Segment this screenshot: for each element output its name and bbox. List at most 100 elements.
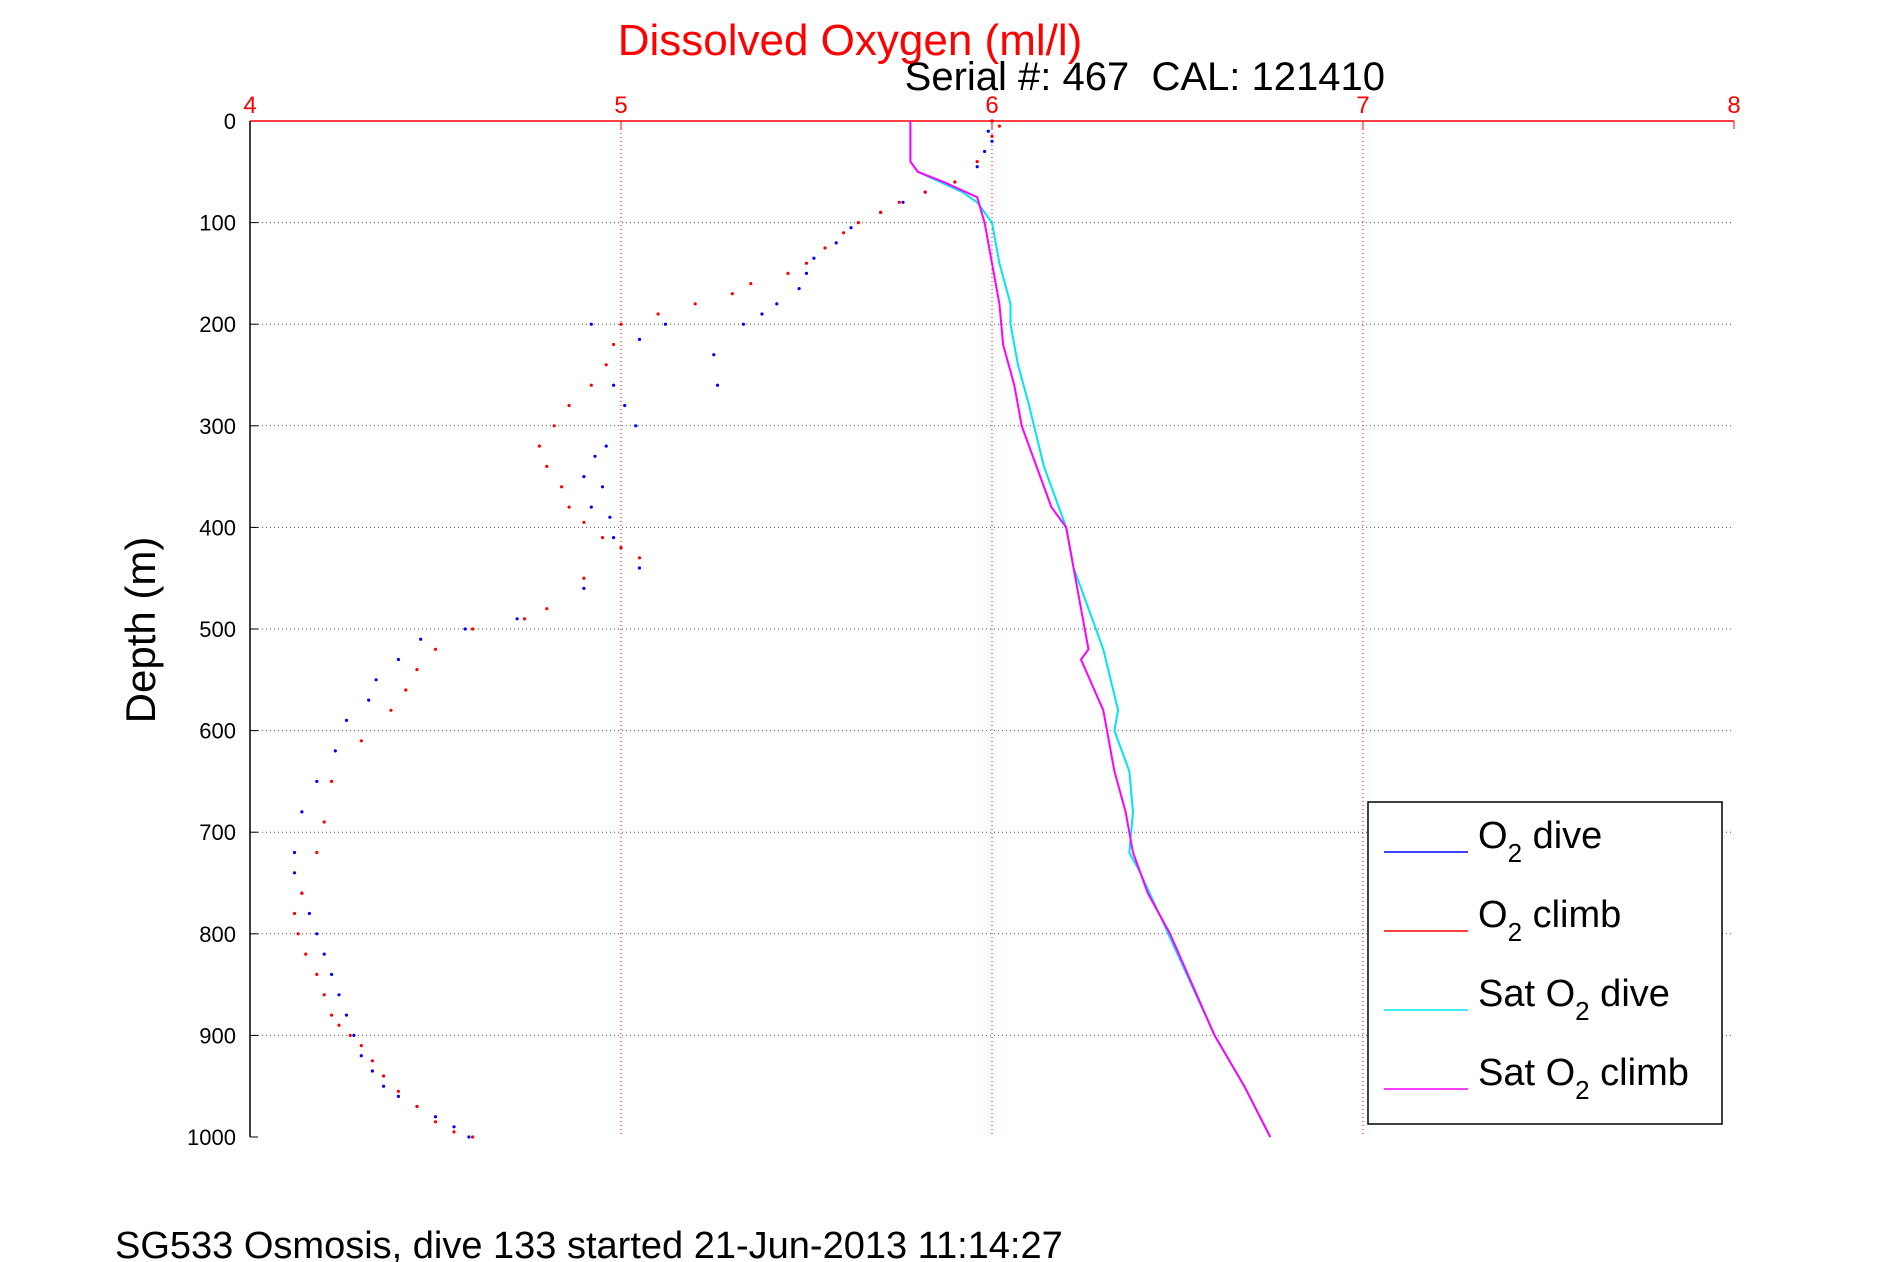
data-point	[367, 698, 371, 702]
footer-caption: SG533 Osmosis, dive 133 started 21-Jun-2…	[115, 1225, 1063, 1262]
data-point	[923, 190, 927, 194]
data-point	[382, 1084, 386, 1088]
legend-item: O2 climb	[1384, 894, 1621, 947]
data-point	[975, 165, 979, 169]
data-point	[370, 1069, 374, 1073]
data-point	[537, 444, 542, 448]
x-tick-label: 7	[1356, 92, 1369, 119]
data-point	[359, 739, 363, 743]
data-point	[315, 779, 319, 784]
x-tick-label: 4	[243, 92, 256, 119]
data-point	[637, 337, 642, 341]
data-point	[593, 454, 597, 458]
y-axis-label: Depth (m)	[117, 537, 164, 724]
data-point	[901, 200, 905, 204]
y-tick-label: 0	[224, 109, 236, 134]
data-point	[315, 972, 319, 977]
data-point	[404, 688, 408, 692]
legend-box	[1367, 801, 1723, 1125]
data-point	[292, 911, 297, 916]
data-point	[637, 566, 642, 570]
legend-label: O2 climb	[1478, 894, 1621, 947]
data-point	[463, 627, 467, 631]
data-point	[953, 180, 957, 184]
data-point	[560, 485, 564, 489]
legend-item: Sat O2 dive	[1384, 973, 1670, 1026]
y-tick-label: 500	[199, 617, 236, 642]
data-point	[897, 200, 901, 204]
data-point	[396, 1089, 400, 1093]
data-point	[775, 302, 779, 306]
data-point	[382, 1074, 386, 1078]
data-point	[396, 657, 400, 662]
data-point	[983, 149, 987, 154]
data-point	[471, 627, 475, 631]
data-point	[292, 850, 297, 855]
series-o2-climb	[292, 119, 1002, 1139]
data-point	[812, 256, 816, 260]
data-point	[990, 134, 994, 138]
data-point	[344, 718, 349, 723]
y-tick-label: 1000	[187, 1125, 236, 1150]
data-point	[348, 1033, 352, 1037]
data-point	[415, 668, 419, 672]
data-point	[307, 911, 311, 916]
data-point	[786, 271, 790, 275]
data-point	[804, 261, 809, 265]
x-tick-label: 8	[1727, 92, 1740, 119]
data-point	[292, 871, 297, 875]
data-point	[856, 221, 861, 225]
data-point	[600, 536, 605, 540]
data-point	[337, 1023, 341, 1027]
y-tick-label: 200	[199, 312, 236, 337]
data-point	[730, 292, 734, 296]
data-point	[656, 312, 660, 316]
data-point	[589, 383, 593, 387]
data-point	[330, 972, 334, 977]
data-point	[471, 1135, 475, 1139]
data-point	[823, 246, 827, 250]
data-point	[344, 1013, 349, 1017]
data-point	[637, 556, 642, 560]
legend-label: Sat O2 dive	[1478, 973, 1670, 1026]
data-point	[374, 678, 378, 682]
data-point	[545, 607, 549, 611]
data-point	[552, 424, 556, 428]
data-point	[300, 810, 304, 814]
data-point	[333, 749, 337, 753]
data-point	[300, 891, 304, 895]
data-point	[612, 342, 616, 347]
data-point	[608, 515, 612, 519]
data-point	[612, 383, 616, 387]
data-point	[415, 1104, 419, 1109]
data-point	[997, 124, 1002, 128]
y-tick-label: 700	[199, 820, 236, 845]
data-point	[749, 282, 753, 286]
data-point	[589, 505, 593, 509]
data-point	[619, 322, 623, 326]
x-tick-label: 5	[614, 92, 627, 119]
data-point	[582, 586, 586, 591]
data-point	[330, 779, 334, 784]
legend: O2 dive O2 climb Sat O2 dive Sat O2 climb	[1367, 801, 1723, 1125]
y-tick-label: 600	[199, 719, 236, 744]
data-point	[986, 129, 990, 133]
data-point	[582, 475, 586, 479]
data-point	[712, 353, 716, 357]
data-point	[834, 241, 838, 245]
data-point	[879, 210, 883, 214]
data-point	[715, 383, 720, 387]
data-point	[623, 403, 627, 408]
data-point	[604, 444, 608, 448]
data-point	[433, 1115, 438, 1119]
data-point	[663, 322, 668, 326]
data-point	[604, 363, 608, 367]
y-tick-label: 400	[199, 515, 236, 540]
series-line	[909, 121, 1272, 1138]
data-point	[352, 1033, 356, 1037]
data-point	[600, 485, 605, 489]
data-point	[634, 424, 638, 428]
data-point	[467, 1135, 471, 1139]
data-point	[452, 1125, 456, 1129]
